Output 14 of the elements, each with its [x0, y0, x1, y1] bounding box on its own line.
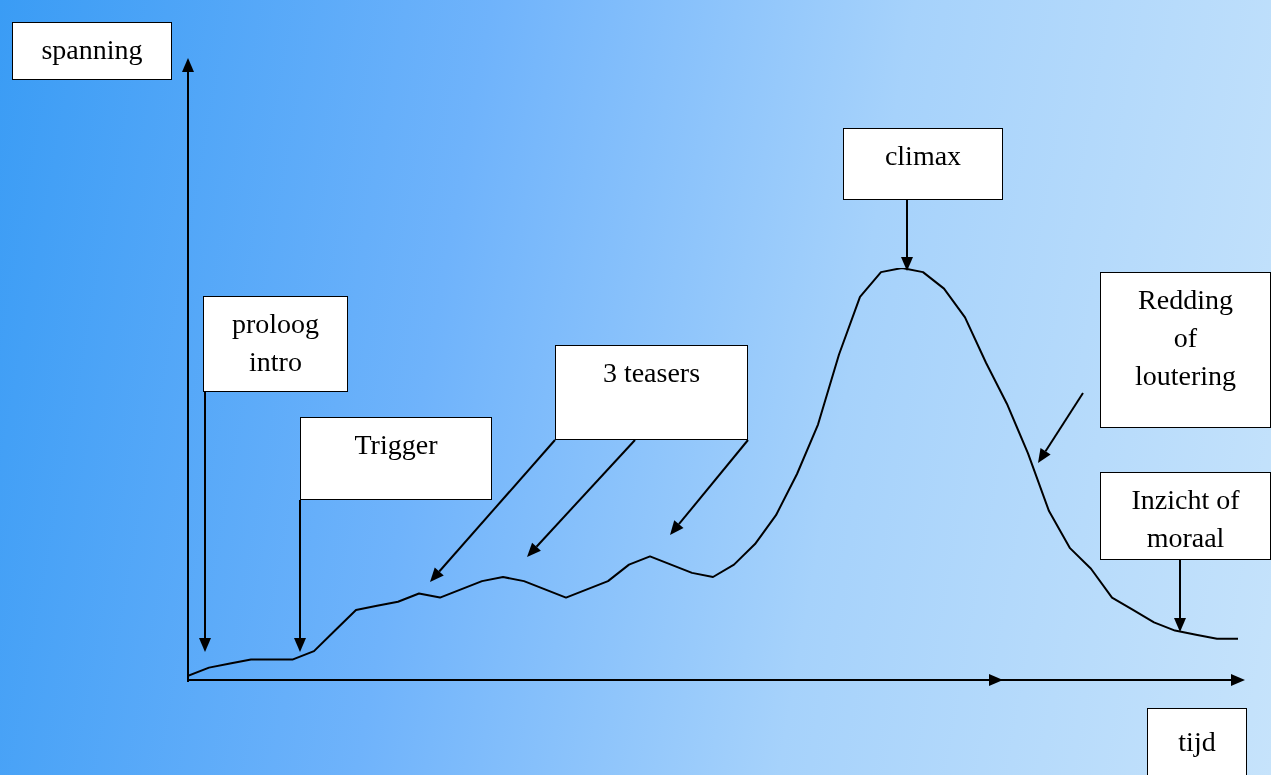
annotation: 3 teasers	[601, 356, 702, 390]
annotation: Redding of loutering	[1133, 283, 1238, 393]
callout-box: proloog intro	[203, 296, 348, 392]
callout-box: 3 teasers	[555, 345, 748, 440]
callout-box: Trigger	[300, 417, 492, 500]
callout-box: Redding of loutering	[1100, 272, 1271, 428]
annotation: Inzicht of moraal	[1130, 483, 1241, 555]
annotation: Trigger	[353, 428, 439, 462]
annotation: proloog intro	[230, 307, 321, 379]
callout-box: spanning	[12, 22, 172, 80]
callout-box: tijd	[1147, 708, 1247, 775]
callout-box: Inzicht of moraal	[1100, 472, 1271, 560]
x-axis-title: tijd	[1177, 725, 1217, 759]
callout-box: climax	[843, 128, 1003, 200]
